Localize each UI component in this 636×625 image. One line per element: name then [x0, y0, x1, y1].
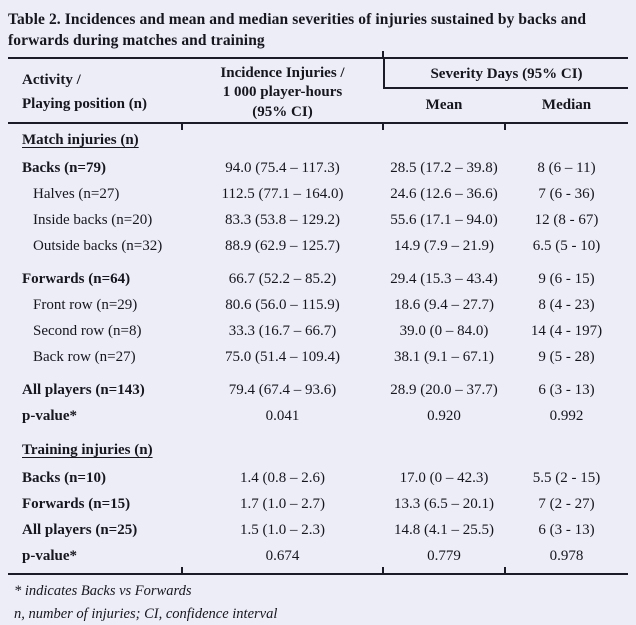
mean-value: 0.920: [427, 407, 461, 424]
footnote-asterisk: * indicates Backs vs Forwards: [14, 583, 192, 600]
row-label: Forwards (n=15): [22, 495, 131, 512]
table-row: Outside backs (n=32) 88.9 (62.9 – 125.7)…: [8, 233, 628, 259]
median-value: 0.992: [549, 407, 584, 424]
column-tick: [504, 124, 506, 131]
row-label: Second row (n=8): [33, 322, 142, 339]
column-tick: [181, 567, 183, 574]
mean-value: 28.9 (20.0 – 37.7): [390, 381, 498, 398]
incidence-value: 75.0 (51.4 – 109.4): [225, 348, 340, 365]
incidence-value: 112.5 (77.1 – 164.0): [221, 185, 344, 202]
median-value: 0.978: [549, 547, 584, 564]
col-header-severity: Severity Days (95% CI): [383, 58, 628, 89]
mean-value: 0.779: [427, 547, 461, 564]
table-caption: Table 2. Incidences and mean and median …: [8, 11, 587, 49]
incidence-value: 88.9 (62.9 – 125.7): [225, 237, 340, 254]
column-tick: [382, 50, 384, 57]
median-value: 9 (5 - 28): [538, 348, 595, 365]
incidence-value: 79.4 (67.4 – 93.6): [228, 381, 337, 398]
row-label: All players (n=143): [22, 381, 145, 398]
incidence-value: 80.6 (56.0 – 115.9): [225, 296, 340, 313]
table-row: Backs (n=10) 1.4 (0.8 – 2.6) 17.0 (0 – 4…: [8, 465, 628, 491]
column-tick: [382, 124, 384, 131]
table-row: Second row (n=8) 33.3 (16.7 – 66.7) 39.0…: [8, 318, 628, 344]
median-value: 7 (2 - 27): [538, 495, 595, 512]
mean-value: 13.3 (6.5 – 20.1): [394, 495, 494, 512]
median-value: 9 (6 - 15): [538, 270, 595, 287]
incidence-value: 94.0 (75.4 – 117.3): [225, 159, 340, 176]
median-value: 6 (3 - 13): [538, 521, 595, 538]
row-label: Inside backs (n=20): [33, 211, 153, 228]
incidence-value: 66.7 (52.2 – 85.2): [228, 270, 337, 287]
col-header-activity: Activity / Playing position (n): [22, 71, 148, 112]
incidence-value: 1.4 (0.8 – 2.6): [240, 469, 325, 486]
table-row: Forwards (n=64) 66.7 (52.2 – 85.2) 29.4 …: [8, 266, 628, 292]
median-value: 6.5 (5 - 10): [532, 237, 601, 254]
column-tick: [504, 567, 506, 574]
severity-subheaders: Mean Median: [383, 89, 628, 120]
col-group-severity: Severity Days (95% CI) Mean Median: [383, 58, 628, 123]
median-value: 6 (3 - 13): [538, 381, 595, 398]
median-value: 12 (8 - 67): [534, 211, 599, 228]
row-label: All players (n=25): [22, 521, 138, 538]
median-value: 8 (6 – 11): [537, 159, 596, 176]
table-row: All players (n=25) 1.5 (1.0 – 2.3) 14.8 …: [8, 517, 628, 543]
mean-value: 14.8 (4.1 – 25.5): [394, 521, 494, 538]
column-tick: [181, 124, 183, 131]
table-row: Halves (n=27) 112.5 (77.1 – 164.0) 24.6 …: [8, 181, 628, 207]
table-row: p-value* 0.041 0.920 0.992: [8, 403, 628, 429]
row-label: p-value*: [22, 547, 78, 564]
col-header-mean: Mean: [425, 96, 463, 113]
column-tick: [382, 567, 384, 574]
row-label: Forwards (n=64): [22, 270, 131, 287]
median-value: 8 (4 - 23): [538, 296, 595, 313]
incidence-value: 33.3 (16.7 – 66.7): [228, 322, 337, 339]
mean-value: 14.9 (7.9 – 21.9): [394, 237, 494, 254]
row-label: Back row (n=27): [33, 348, 136, 365]
section-heading-label: Match injuries (n): [22, 132, 139, 149]
table-row: Back row (n=27) 75.0 (51.4 – 109.4) 38.1…: [8, 344, 628, 370]
mean-value: 29.4 (15.3 – 43.4): [390, 270, 498, 287]
row-label: p-value*: [22, 407, 78, 424]
row-label: Backs (n=79): [22, 159, 106, 176]
col-header-median: Median: [541, 96, 592, 113]
footnotes: * indicates Backs vs Forwards n, number …: [8, 575, 628, 625]
row-label: Front row (n=29): [33, 296, 138, 313]
mean-value: 39.0 (0 – 84.0): [399, 322, 489, 339]
mean-value: 17.0 (0 – 42.3): [399, 469, 489, 486]
injury-table: Activity / Playing position (n) Incidenc…: [8, 50, 628, 576]
mean-value: 18.6 (9.4 – 27.7): [394, 296, 494, 313]
table-row: p-value* 0.674 0.779 0.978: [8, 543, 628, 569]
section-heading-match: Match injuries (n): [8, 126, 628, 155]
median-value: 7 (6 - 36): [538, 185, 595, 202]
incidence-value: 0.041: [265, 407, 300, 424]
table-body: Match injuries (n) Backs (n=79) 94.0 (75…: [8, 124, 628, 576]
mean-value: 28.5 (17.2 – 39.8): [390, 159, 498, 176]
col-header-incidence: Incidence Injuries / 1 000 player-hours …: [220, 64, 345, 120]
table-header: Activity / Playing position (n) Incidenc…: [8, 50, 628, 131]
table-row: Forwards (n=15) 1.7 (1.0 – 2.7) 13.3 (6.…: [8, 491, 628, 517]
mean-value: 55.6 (17.1 – 94.0): [390, 211, 498, 228]
incidence-value: 0.674: [265, 547, 300, 564]
incidence-value: 1.7 (1.0 – 2.7): [240, 495, 325, 512]
median-value: 5.5 (2 - 15): [532, 469, 601, 486]
mean-value: 24.6 (12.6 – 36.6): [390, 185, 498, 202]
table-row: Inside backs (n=20) 83.3 (53.8 – 129.2) …: [8, 207, 628, 233]
row-label: Outside backs (n=32): [33, 237, 163, 254]
section-heading-label: Training injuries (n): [22, 442, 153, 459]
table-row: Backs (n=79) 94.0 (75.4 – 117.3) 28.5 (1…: [8, 155, 628, 181]
row-label: Backs (n=10): [22, 469, 106, 486]
incidence-value: 1.5 (1.0 – 2.3): [240, 521, 325, 538]
row-label: Halves (n=27): [33, 185, 120, 202]
mean-value: 38.1 (9.1 – 67.1): [394, 348, 494, 365]
table-row: Front row (n=29) 80.6 (56.0 – 115.9) 18.…: [8, 292, 628, 318]
section-heading-training: Training injuries (n): [8, 436, 628, 465]
table-row: All players (n=143) 79.4 (67.4 – 93.6) 2…: [8, 377, 628, 403]
incidence-value: 83.3 (53.8 – 129.2): [225, 211, 340, 228]
median-value: 14 (4 - 197): [530, 322, 603, 339]
